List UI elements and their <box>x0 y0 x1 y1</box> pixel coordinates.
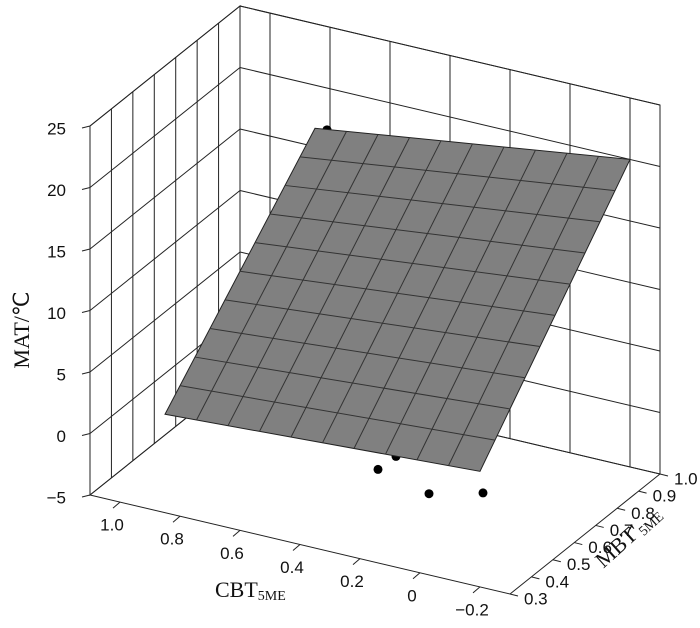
y-tick <box>595 524 604 528</box>
x-tick-label: −0.2 <box>455 600 489 619</box>
x-tick <box>472 586 481 594</box>
y-tick <box>509 593 519 597</box>
z-tick-label: −5 <box>47 488 66 507</box>
z-tick-label: 5 <box>57 365 66 384</box>
x-tick <box>232 529 241 537</box>
x-axis-title-sub: 5ME <box>258 589 286 604</box>
surface-grid <box>254 242 571 285</box>
y-tick <box>574 542 583 546</box>
y-tick-label: 0.8 <box>631 504 655 523</box>
data-point <box>373 464 383 474</box>
z-tick <box>81 494 91 498</box>
y-tick-label: 0.4 <box>545 572 569 591</box>
grid-line <box>89 5 241 127</box>
z-tick-label: 15 <box>47 242 66 261</box>
data-point <box>424 489 434 499</box>
data-point <box>478 488 488 498</box>
y-tick-label: 0.5 <box>567 555 591 574</box>
x-tick <box>172 515 181 523</box>
y-tick-label: 0.7 <box>610 521 634 540</box>
grid-line <box>89 190 241 311</box>
z-tick-label: 25 <box>47 119 66 138</box>
surface-grid <box>239 270 556 316</box>
surface-grid <box>385 149 536 455</box>
z-tick <box>81 248 91 252</box>
surface-grid <box>299 156 616 192</box>
x-tick-label: 0.4 <box>280 558 304 577</box>
z-axis-title: MAT/℃ <box>9 291 34 368</box>
x-axis-title: CBT5ME <box>215 577 286 604</box>
y-tick <box>638 490 647 494</box>
grid-line <box>89 67 241 188</box>
z-tick <box>81 433 91 436</box>
x-tick-label: 1.0 <box>100 516 124 535</box>
z-tick <box>81 125 91 129</box>
x-tick <box>412 572 421 580</box>
x-tick <box>352 558 361 566</box>
z-tick-label: 10 <box>47 304 66 323</box>
z-tick <box>81 371 91 375</box>
x-tick-label: 0.8 <box>160 530 184 549</box>
z-tick-label: 20 <box>47 181 66 200</box>
y-axis <box>509 473 661 595</box>
surface-grid <box>269 213 586 254</box>
surface-grid <box>353 146 505 449</box>
y-tick-label: 0.6 <box>588 538 612 557</box>
surface-grid <box>416 152 568 461</box>
x-axis-title-main: CBT <box>215 577 258 602</box>
y-tick-label: 0.3 <box>524 589 548 608</box>
surface <box>164 127 631 472</box>
x-tick-label: 0 <box>407 586 416 605</box>
y-tick-label: 1.0 <box>674 469 698 488</box>
z-tick-label: 0 <box>57 427 66 446</box>
x-tick <box>112 501 121 509</box>
surface-grid <box>448 156 599 466</box>
y-tick <box>659 473 669 477</box>
x-tick <box>292 544 301 551</box>
y-tick <box>552 559 561 563</box>
z-tick <box>81 187 91 190</box>
grid-line <box>89 251 241 373</box>
surface-grid <box>284 184 601 223</box>
y-tick-label: 0.9 <box>653 487 677 506</box>
x-tick-label: 0.6 <box>220 544 244 563</box>
y-tick <box>531 576 540 580</box>
grid-line <box>89 128 241 250</box>
z-tick <box>81 310 91 313</box>
x-tick-label: 0.2 <box>340 572 364 591</box>
y-tick <box>617 507 626 511</box>
